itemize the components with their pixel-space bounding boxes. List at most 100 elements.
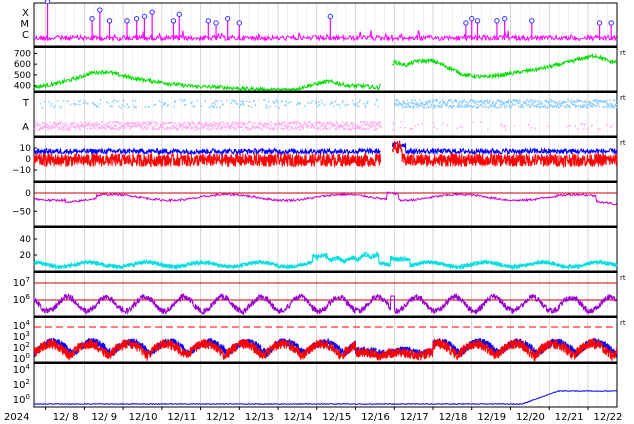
direction-point-a	[222, 121, 224, 123]
direction-point-t	[437, 105, 440, 107]
direction-point-t	[597, 103, 600, 105]
direction-point-a	[169, 128, 172, 131]
direction-point-t	[269, 105, 272, 108]
direction-point-t	[364, 106, 366, 109]
direction-point-a	[218, 123, 220, 126]
direction-point-t	[212, 105, 214, 108]
direction-point-a	[237, 121, 239, 124]
direction-point-t	[612, 99, 615, 101]
direction-point-t	[446, 105, 449, 107]
direction-point-t	[588, 100, 590, 103]
direction-point-t	[480, 103, 482, 106]
direction-point-a	[591, 124, 593, 126]
direction-point-a	[220, 125, 223, 128]
x-tick-label: 12/13	[245, 412, 274, 423]
direction-point-a	[223, 123, 226, 126]
direction-point-t	[463, 99, 465, 101]
direction-point-a	[200, 123, 203, 125]
direction-point-t	[613, 105, 615, 107]
direction-point-t	[516, 99, 518, 102]
direction-point-a	[242, 128, 245, 131]
direction-point-t	[133, 105, 135, 108]
direction-point-t	[299, 101, 301, 104]
direction-point-a	[43, 122, 45, 124]
direction-point-t	[100, 99, 102, 101]
direction-point-a	[113, 127, 115, 130]
direction-point-t	[410, 104, 412, 107]
direction-point-a	[241, 126, 243, 128]
direction-point-a	[365, 128, 367, 131]
direction-point-a	[297, 126, 299, 129]
direction-point-a	[472, 121, 475, 124]
direction-point-t	[555, 101, 557, 104]
direction-point-a	[73, 126, 75, 128]
direction-point-a	[192, 123, 194, 126]
direction-point-a	[340, 124, 343, 127]
direction-point-t	[148, 106, 150, 109]
direction-point-a	[442, 123, 444, 125]
direction-point-a	[48, 121, 51, 123]
direction-point-a	[199, 122, 202, 125]
direction-point-t	[404, 102, 406, 105]
direction-point-a	[212, 124, 214, 127]
direction-point-a	[72, 123, 74, 126]
direction-point-t	[529, 100, 531, 103]
direction-point-a	[52, 123, 54, 126]
direction-point-t	[485, 99, 487, 102]
direction-point-a	[206, 124, 209, 126]
dst-panel: 0 −50	[12, 189, 617, 217]
direction-point-a	[78, 124, 80, 127]
direction-point-t	[398, 101, 400, 104]
direction-point-a	[339, 123, 342, 126]
direction-point-a	[337, 126, 339, 128]
direction-point-t	[356, 104, 359, 107]
direction-point-a	[300, 123, 302, 126]
direction-point-t	[562, 101, 565, 104]
direction-point-t	[236, 103, 239, 105]
direction-point-a	[294, 128, 296, 130]
direction-point-a	[501, 125, 503, 127]
direction-point-a	[291, 126, 293, 129]
direction-point-a	[359, 127, 361, 129]
direction-point-t	[510, 100, 513, 103]
direction-point-t	[53, 106, 55, 109]
direction-point-a	[53, 122, 56, 124]
direction-point-a	[504, 125, 506, 127]
direction-point-a	[56, 125, 59, 128]
direction-point-a	[47, 124, 50, 126]
direction-point-a	[173, 126, 176, 129]
direction-point-t	[413, 106, 415, 109]
direction-point-a	[118, 126, 121, 129]
direction-point-a	[599, 128, 601, 130]
direction-point-a	[584, 122, 586, 125]
direction-point-a	[189, 123, 191, 125]
direction-point-t	[435, 99, 438, 102]
direction-point-a	[250, 121, 252, 123]
direction-point-t	[551, 105, 553, 107]
direction-point-a	[221, 126, 224, 129]
direction-point-a	[41, 121, 44, 124]
direction-point-t	[564, 101, 566, 103]
direction-point-t	[544, 100, 546, 102]
direction-point-a	[461, 126, 463, 128]
direction-point-t	[411, 101, 413, 104]
direction-point-t	[525, 102, 527, 104]
direction-point-a	[129, 126, 132, 129]
direction-point-t	[590, 102, 592, 104]
direction-point-t	[336, 103, 338, 106]
direction-point-a	[326, 128, 328, 130]
direction-point-a	[376, 123, 378, 125]
direction-point-t	[511, 103, 514, 105]
direction-point-t	[117, 100, 120, 102]
direction-point-a	[90, 127, 93, 130]
rt-tag: rt	[620, 94, 626, 102]
direction-point-a	[371, 121, 374, 123]
direction-point-t	[82, 102, 85, 105]
direction-point-t	[69, 103, 72, 106]
direction-point-a	[206, 127, 208, 130]
speed-tick-label: 600	[14, 60, 31, 70]
direction-point-a	[199, 128, 201, 131]
direction-point-t	[515, 100, 517, 103]
direction-point-a	[237, 124, 240, 126]
